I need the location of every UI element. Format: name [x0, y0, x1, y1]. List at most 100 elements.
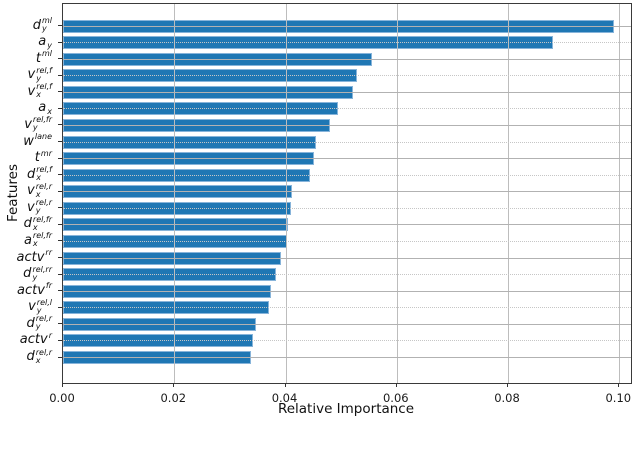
vertical-gridline: [174, 4, 176, 383]
feature-superscript: rel,r: [35, 347, 52, 357]
feature-symbol: v: [27, 67, 36, 83]
horizontal-gridline: [63, 274, 631, 276]
feature-subscript: x: [36, 173, 41, 183]
x-tick-label: 0.02: [160, 391, 187, 405]
bar-row: [63, 250, 631, 267]
feature-symbol: v: [27, 199, 35, 215]
horizontal-gridline: [63, 323, 631, 325]
bar-row: [63, 332, 631, 349]
feature-tick-label: v rel,f y: [27, 65, 53, 83]
y-tick-mark: [58, 306, 62, 308]
feature-superscript: rel,f: [36, 65, 52, 75]
feature-superscript: rel,fr: [32, 231, 52, 241]
y-tick-mark: [58, 290, 62, 292]
feature-subscript: y: [47, 40, 52, 50]
feature-tick-label: d rel,r y: [26, 315, 52, 331]
x-tick-mark: [284, 383, 286, 387]
feature-symbol: v: [27, 83, 36, 99]
horizontal-gridline: [63, 290, 631, 292]
horizontal-gridline: [63, 91, 631, 93]
feature-subscript: y: [36, 305, 42, 315]
x-tick-label: 0.08: [494, 391, 520, 405]
y-axis-tick-labels: d ml y a y t ml v rel,f y v rel,f x a: [0, 3, 57, 382]
feature-tick-label: d ml y: [33, 17, 52, 33]
y-tick-mark: [58, 257, 62, 259]
bar-row: [63, 18, 631, 35]
bar-row: [63, 316, 631, 333]
feature-subscript: y: [41, 24, 47, 33]
feature-tick-label: actv r: [20, 331, 52, 348]
feature-symbol: d: [26, 166, 36, 182]
x-tick-mark: [62, 383, 63, 387]
feature-superscript: rel,fr: [32, 214, 52, 224]
feature-subscript: x: [32, 239, 38, 249]
horizontal-gridline: [63, 42, 631, 44]
horizontal-gridline: [63, 174, 631, 176]
feature-symbol: actv: [16, 282, 45, 298]
feature-subscript: x: [32, 222, 38, 232]
feature-tick-label: v rel,f x: [28, 83, 53, 99]
bar-row: [63, 299, 631, 316]
horizontal-gridline: [63, 158, 631, 160]
vertical-gridline: [508, 4, 509, 383]
feature-tick-label: v rel,r x: [27, 182, 52, 199]
y-tick-mark: [58, 174, 62, 176]
bar-row: [63, 183, 631, 200]
horizontal-gridline: [63, 25, 631, 27]
feature-subscript: x: [36, 90, 41, 100]
x-tick-mark: [618, 383, 620, 387]
feature-superscript: ml: [41, 49, 52, 59]
y-tick-mark: [58, 223, 62, 225]
feature-subscript: y: [36, 73, 41, 83]
x-tick-mark: [507, 383, 508, 387]
bar-row: [63, 167, 631, 184]
feature-subscript: y: [32, 123, 38, 133]
y-tick-mark: [58, 107, 62, 109]
y-tick-mark: [58, 41, 62, 43]
feature-superscript: rel,r: [35, 314, 52, 324]
y-tick-mark: [58, 124, 62, 126]
feature-symbol: d: [26, 315, 35, 331]
y-tick-mark: [58, 58, 62, 60]
bar-row: [63, 233, 631, 250]
horizontal-gridline: [63, 257, 631, 259]
feature-subscript: x: [35, 189, 41, 199]
bar-row: [63, 67, 631, 84]
bar-row: [63, 117, 631, 134]
y-tick-mark: [58, 157, 62, 159]
horizontal-gridline: [63, 307, 631, 309]
feature-superscript: lane: [34, 132, 52, 142]
horizontal-gridline: [63, 207, 631, 209]
bar-row: [63, 34, 631, 51]
feature-symbol: actv: [16, 249, 45, 265]
horizontal-gridline: [63, 357, 631, 358]
feature-symbol: w: [23, 133, 34, 149]
horizontal-gridline: [63, 124, 631, 126]
feature-subscript: x: [35, 355, 41, 365]
x-tick-label: 0.00: [49, 391, 75, 405]
feature-tick-label: a x: [38, 100, 52, 116]
feature-tick-label: t mr: [35, 149, 52, 166]
bar-row: [63, 84, 631, 101]
feature-tick-label: a rel,fr x: [24, 232, 52, 248]
x-tick-label: 0.06: [382, 391, 409, 405]
feature-tick-label: v rel,r y: [27, 199, 52, 215]
horizontal-gridline: [63, 75, 631, 77]
y-tick-mark: [58, 207, 62, 209]
vertical-gridline: [396, 4, 398, 383]
feature-tick-label: d rel,r x: [26, 347, 52, 365]
feature-subscript: y: [35, 322, 41, 332]
feature-symbol: d: [23, 216, 32, 232]
feature-subscript: y: [35, 206, 41, 216]
vertical-gridline: [619, 4, 621, 383]
feature-symbol: a: [38, 34, 47, 50]
bar-row: [63, 51, 631, 68]
horizontal-gridline: [63, 241, 631, 242]
y-tick-mark: [58, 141, 62, 143]
vertical-gridline: [285, 4, 287, 383]
bar-row: [63, 150, 631, 167]
feature-superscript: rel,l: [36, 297, 52, 307]
y-tick-mark: [58, 273, 62, 275]
horizontal-gridline: [63, 108, 631, 110]
x-axis-title: Relative Importance: [277, 401, 415, 417]
